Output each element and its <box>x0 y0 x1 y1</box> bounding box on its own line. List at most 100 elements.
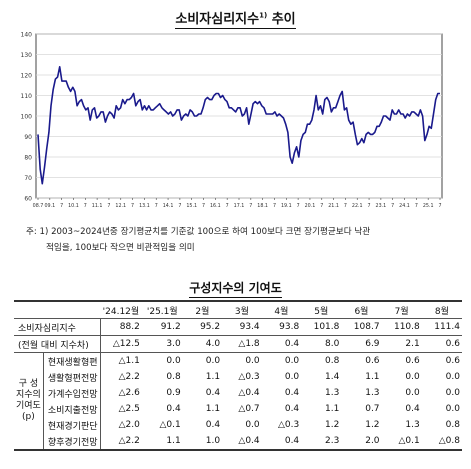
table-cell: 2.0 <box>365 436 380 446</box>
table-cell: △1.1 <box>118 356 140 366</box>
table-cell: 1.3 <box>325 388 340 398</box>
table-cell: 0.0 <box>245 420 260 430</box>
x-tick-label: 7 <box>84 203 87 209</box>
table-cell: 0.6 <box>405 356 420 366</box>
table-cell: △2.5 <box>118 404 140 414</box>
note-line-2: 적임을, 100보다 작으면 비관적임을 의미 <box>46 243 195 253</box>
main-index-row: 소비자심리지수 88.2 91.2 95.2 93.4 93.8 101.8 1… <box>14 318 462 336</box>
table-cell: 1.0 <box>205 436 221 446</box>
x-tick-label: 7 <box>438 203 441 209</box>
x-tick-label: 08.7 <box>33 203 44 209</box>
table-cell: 3.0 <box>166 339 181 349</box>
table-cell: △0.1 <box>398 436 420 446</box>
component-row: 구 성 지수의 기여도 (p) 현재생활형편 △1.1 0.0 0.0 0.0 0.0 0.8 0.6… <box>14 352 462 450</box>
x-tick-label: 7 <box>391 203 394 209</box>
component-row: 현재경기판단 △2.0 △0.1 0.4 0.0 △0.3 1.2 1.2 1.3 0.8 <box>14 417 462 433</box>
table-cell: 0.0 <box>445 404 460 414</box>
x-tick-label: 25.1 <box>423 203 434 209</box>
table-cell: 0.7 <box>365 404 380 414</box>
table-cell: 0.4 <box>284 388 300 398</box>
table-cell: 2.3 <box>325 436 340 446</box>
table-cell: 0.0 <box>405 388 420 398</box>
x-tick-label: 17.1 <box>234 203 245 209</box>
table-cell: 0.0 <box>166 356 181 366</box>
x-tick-label: 22.1 <box>352 203 363 209</box>
col-header: '25.1월 <box>146 306 178 317</box>
table-cell: △0.8 <box>438 436 460 446</box>
table-cell: 0.8 <box>325 356 340 366</box>
x-tick-label: 20.1 <box>305 203 316 209</box>
component-label: 가계수입전망 <box>43 385 101 401</box>
y-tick-label: 130 <box>21 52 33 59</box>
main-index-label: 소비자심리지수 <box>14 318 101 336</box>
table-cell: 0.0 <box>284 356 300 366</box>
table-cell: 4.0 <box>205 339 221 349</box>
component-row: 소비지출전망 △2.5 0.4 1.1 △0.7 0.4 1.1 0.7 0.4 0.0 <box>14 401 462 417</box>
col-header: 7월 <box>394 306 409 317</box>
x-tick-label: 21.1 <box>328 203 339 209</box>
table-cell: 1.2 <box>325 420 340 430</box>
table-cell: 111.4 <box>434 322 460 332</box>
table-cell: 0.4 <box>205 388 221 398</box>
component-label: 현재생활형편 <box>43 352 101 369</box>
table-cell: △2.2 <box>118 436 140 446</box>
table-cell: 0.0 <box>245 356 260 366</box>
table-cell: 91.2 <box>160 322 181 332</box>
table-cell: 0.4 <box>284 339 300 349</box>
x-tick-label: 18.1 <box>257 203 268 209</box>
series-line <box>37 65 440 185</box>
table-cell: △2.6 <box>118 388 140 398</box>
table-cell: 0.4 <box>166 404 181 414</box>
group-label-line: 기여도 <box>16 401 41 411</box>
table-cell: 2.1 <box>405 339 420 349</box>
table-cell: 0.4 <box>284 436 300 446</box>
col-header: 8월 <box>434 306 449 317</box>
table-cell: 93.4 <box>239 322 260 332</box>
table-cell: 0.8 <box>445 420 460 430</box>
x-tick-label: 7 <box>226 203 229 209</box>
table-cell: 0.0 <box>405 372 420 382</box>
col-header: 4월 <box>274 306 289 317</box>
y-tick-label: 80 <box>24 155 32 162</box>
table-cell: 0.0 <box>445 372 460 382</box>
y-tick-label: 140 <box>21 32 33 39</box>
table-cell: 0.9 <box>166 388 181 398</box>
table-cell: 8.0 <box>325 339 340 349</box>
component-row: 생활형편전망 △2.2 0.8 1.1 △0.3 0.0 1.4 1.1 0.0 0.0 <box>14 369 462 385</box>
y-tick-label: 110 <box>21 93 33 100</box>
table-cell: 0.8 <box>166 372 181 382</box>
table-cell: 0.0 <box>445 388 460 398</box>
table-cell: 1.4 <box>325 372 340 382</box>
group-label-line: (p) <box>22 412 35 422</box>
table-cell: 1.3 <box>365 388 380 398</box>
chart-title-text: 소비자심리지수 <box>175 12 260 27</box>
table-title-text: 구성지수의 기여도 <box>189 281 282 298</box>
table-cell: △12.5 <box>112 339 140 349</box>
note-line-1: 주: 1) 2003~2024년중 장기평균치를 기준값 100으로 하여 10… <box>26 227 371 237</box>
x-tick-label: 15.1 <box>186 203 197 209</box>
x-tick-label: 7 <box>202 203 205 209</box>
table-cell: 95.2 <box>200 322 221 332</box>
table-cell: 93.8 <box>279 322 300 332</box>
table-cell: △0.3 <box>238 372 260 382</box>
table-cell: 1.1 <box>166 436 181 446</box>
table-cell: 0.4 <box>205 420 221 430</box>
x-tick-label: 16.1 <box>210 203 221 209</box>
group-label-line: 구 성 <box>18 379 39 389</box>
table-cell: 108.7 <box>353 322 380 332</box>
table-cell: 1.1 <box>205 404 221 414</box>
table-cell: △2.0 <box>118 420 140 430</box>
chart-title-footnote-mark: 1) <box>259 11 268 20</box>
table-cell: 6.9 <box>365 339 380 349</box>
line-chart: 60 70 80 90 100 110 120 130 140 08.7 09.1 7 10.1 7 11.… <box>21 32 443 209</box>
x-tick-label: 7 <box>107 203 110 209</box>
table-cell: 1.1 <box>365 372 380 382</box>
chart-note: 주: 1) 2003~2024년중 장기평균치를 기준값 100으로 하여 10… <box>26 224 458 256</box>
table-title: 구성지수의 기여도 <box>0 279 471 298</box>
x-tick-label: 13.1 <box>139 203 150 209</box>
diff-row: (전월 대비 지수차) △12.5 3.0 4.0 △1.8 0.4 8.0 6… <box>14 335 462 353</box>
table-cell: 1.1 <box>205 372 221 382</box>
x-tick-label: 09.1 <box>44 203 55 209</box>
table-cell: △0.3 <box>277 420 300 430</box>
table-cell: △0.1 <box>159 420 181 430</box>
